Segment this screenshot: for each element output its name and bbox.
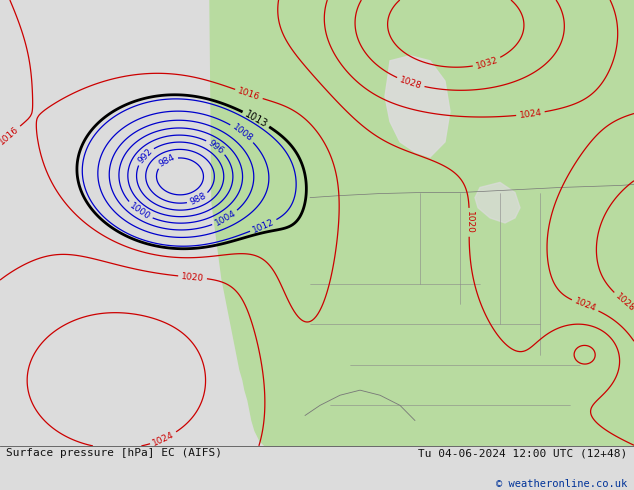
- Text: 992: 992: [136, 147, 154, 165]
- Polygon shape: [210, 0, 634, 446]
- Text: 1028: 1028: [398, 75, 423, 91]
- Text: Surface pressure [hPa] EC (AIFS): Surface pressure [hPa] EC (AIFS): [6, 448, 223, 458]
- Text: 1024: 1024: [152, 430, 176, 447]
- Text: Tu 04-06-2024 12:00 UTC (12+48): Tu 04-06-2024 12:00 UTC (12+48): [418, 448, 628, 458]
- Text: 1008: 1008: [231, 122, 254, 144]
- Text: 1013: 1013: [243, 109, 269, 129]
- Text: 1016: 1016: [236, 86, 261, 102]
- Text: 1000: 1000: [128, 201, 152, 221]
- Polygon shape: [475, 182, 520, 223]
- Text: 996: 996: [207, 138, 226, 155]
- Text: 1020: 1020: [465, 211, 474, 234]
- Text: © weatheronline.co.uk: © weatheronline.co.uk: [496, 479, 628, 489]
- Text: 1020: 1020: [181, 271, 204, 283]
- Text: 984: 984: [157, 153, 177, 169]
- Text: 1016: 1016: [0, 124, 21, 147]
- Polygon shape: [385, 56, 450, 157]
- Text: 1028: 1028: [613, 291, 634, 313]
- Text: 1004: 1004: [213, 209, 237, 228]
- Text: 1012: 1012: [251, 217, 276, 235]
- Text: 1032: 1032: [475, 55, 499, 71]
- Text: 1024: 1024: [573, 297, 597, 314]
- Text: 988: 988: [188, 192, 208, 207]
- Text: 1024: 1024: [519, 108, 542, 120]
